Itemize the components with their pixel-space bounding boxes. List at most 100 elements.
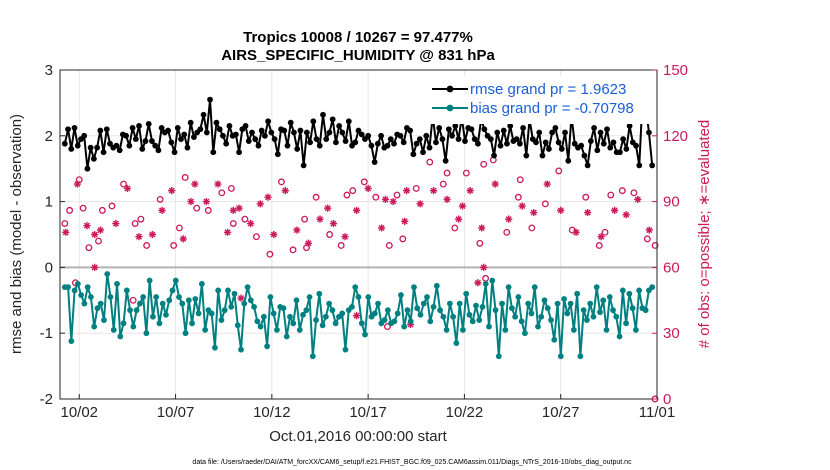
bias-series-point	[94, 305, 101, 312]
x-tick-label: 10/27	[542, 404, 580, 421]
rmse-series-point	[623, 146, 630, 152]
rmse-series-point	[200, 111, 207, 118]
y-right-tick-label: 60	[663, 259, 680, 276]
obs-evaluated-marker	[505, 215, 513, 223]
bias-series-point	[394, 310, 401, 317]
rmse-series-point	[245, 138, 252, 144]
obs-possible-marker	[541, 200, 549, 208]
rmse-series-point	[523, 152, 530, 159]
bias-series-point	[202, 327, 209, 333]
rmse-series-point	[597, 129, 604, 136]
bias-series-point	[329, 307, 336, 314]
rmse-series-point	[210, 149, 217, 156]
rmse-series-point	[294, 146, 301, 152]
y-right-tick-label: 150	[663, 62, 688, 79]
obs-possible-marker	[516, 176, 524, 184]
bias-series-point	[68, 338, 75, 344]
bias-series-point	[401, 323, 408, 330]
obs-possible-marker	[252, 233, 260, 241]
obs-possible-marker	[503, 228, 511, 236]
obs-evaluated-marker	[401, 217, 409, 225]
bias-series-point	[557, 353, 564, 360]
bias-series-point	[274, 327, 280, 333]
obs-evaluated-marker	[324, 204, 332, 212]
rmse-series-point	[620, 136, 627, 142]
rmse-series-point	[571, 140, 578, 147]
bias-series-point	[544, 305, 551, 312]
bias-series-point	[260, 313, 267, 320]
obs-evaluated-marker	[281, 187, 289, 195]
y-tick-label: 2	[45, 128, 53, 145]
bias-series-point	[561, 296, 567, 302]
rmse-series-point	[216, 126, 223, 133]
bias-series-point	[495, 353, 502, 360]
x-tick-label: 10/02	[60, 404, 98, 421]
bias-series-point	[97, 300, 104, 307]
rmse-series-point	[149, 138, 155, 144]
obs-evaluated-marker	[611, 206, 619, 214]
bias-series-point	[120, 320, 127, 327]
rmse-series-point	[397, 132, 404, 139]
rmse-series-point	[226, 123, 233, 129]
obs-possible-marker	[143, 242, 151, 249]
obs-evaluated-marker	[229, 206, 237, 214]
rmse-series-point	[442, 157, 449, 164]
bias-series-point	[176, 294, 182, 300]
rmse-series-point	[249, 129, 255, 136]
obs-evaluated-marker	[316, 215, 324, 223]
bias-series-point	[234, 322, 241, 329]
rmse-series-point	[136, 123, 142, 129]
bias-series-point	[600, 297, 607, 304]
rmse-series-point	[291, 129, 297, 136]
rmse-series-point	[181, 131, 188, 138]
rmse-series-point	[336, 123, 343, 129]
y-tick-label: 1	[45, 194, 53, 211]
rmse-series-point	[504, 140, 510, 147]
x-tick-label: 10/12	[253, 404, 291, 421]
obs-possible-marker	[241, 215, 249, 223]
plot-area	[60, 70, 657, 399]
rmse-series-point	[455, 136, 462, 142]
bias-series-point	[198, 280, 205, 287]
bias-series-point	[107, 294, 114, 300]
obs-possible-marker	[399, 235, 407, 243]
bias-series-point	[212, 344, 218, 351]
rmse-series-point	[326, 129, 333, 136]
obs-evaluated-marker	[256, 200, 264, 208]
rmse-series-point	[423, 132, 430, 139]
bias-series-point	[548, 317, 554, 323]
obs-evaluated-marker	[270, 230, 278, 239]
rmse-series-point	[591, 125, 597, 131]
obs-evaluated-marker	[187, 198, 195, 206]
bias-series-point	[339, 310, 346, 317]
rmse-series-point	[365, 132, 372, 139]
bias-series-point	[414, 305, 421, 312]
bias-series-point	[257, 323, 264, 330]
bias-series-point	[306, 294, 313, 300]
bias-series-point	[424, 294, 430, 300]
obs-layer	[61, 156, 659, 403]
bias-series-point	[247, 297, 254, 304]
bias-series-point	[440, 313, 447, 320]
rmse-series-point	[265, 118, 272, 125]
bias-series-point	[632, 327, 639, 333]
obs-evaluated-marker	[378, 224, 386, 232]
legend-box	[424, 76, 652, 124]
obs-possible-marker	[582, 193, 590, 201]
rmse-series-point	[420, 149, 426, 156]
bias-series-point	[391, 318, 398, 325]
bias-series-point	[309, 353, 316, 360]
bias-series-point	[411, 284, 417, 291]
rmse-series-point	[129, 125, 136, 131]
obs-possible-marker	[108, 202, 116, 210]
bias-series-point	[352, 284, 359, 291]
bias-series-point	[166, 297, 173, 304]
rmse-series-point	[152, 142, 159, 149]
bias-series-point	[182, 330, 189, 337]
rmse-series-point	[345, 118, 352, 125]
rmse-series-point	[87, 144, 94, 151]
rmse-series-point	[555, 139, 562, 146]
rmse-series-point	[646, 129, 652, 136]
bias-series-point	[296, 327, 303, 333]
bias-series-point	[610, 307, 616, 314]
